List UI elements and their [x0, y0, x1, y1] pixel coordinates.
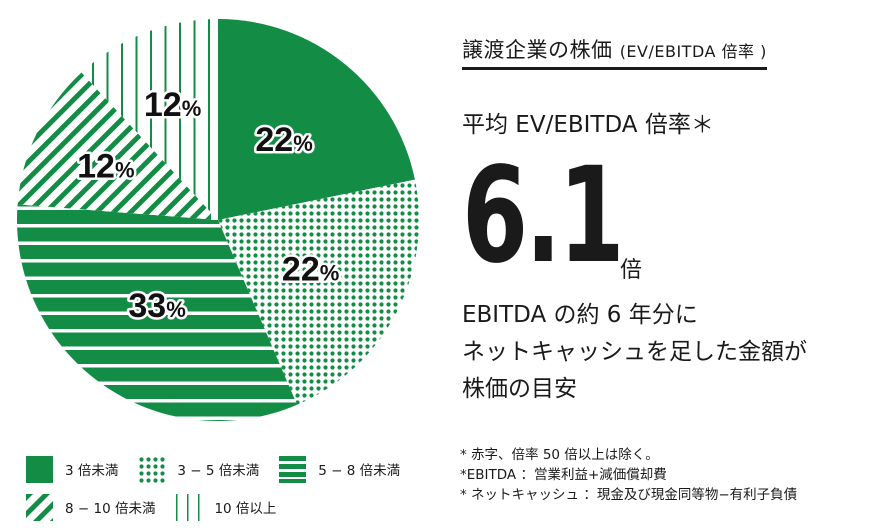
legend-swatch-solid — [26, 455, 53, 483]
chart-title: 譲渡企業の株価 (EV/EBITDA 倍率 ) — [462, 34, 767, 70]
footnote: * ネットキャッシュ ：現金及び現金同等物−有利子負債 — [460, 487, 798, 503]
legend-swatch-diagonal — [26, 493, 53, 521]
description-line: 株価の目安 — [462, 376, 577, 402]
legend-label: 5 − 8 倍未満 — [318, 463, 401, 479]
chart-title-sub: (EV/EBITDA 倍率 ) — [619, 42, 767, 61]
legend-swatch-horizontal — [279, 455, 307, 483]
description-line: ネットキャッシュを足した金額が — [462, 339, 807, 365]
legend-item: 3 − 5 倍未満 — [138, 455, 260, 483]
pie-chart: 22% 22% 33% 12% 12% — [16, 19, 419, 421]
slice-label: 12% — [77, 148, 134, 186]
legend-label: 3 倍未満 — [65, 463, 119, 479]
legend-swatch-vertical — [176, 493, 200, 521]
footnote: * 赤字、倍率 50 倍以上は除く。 — [460, 447, 659, 463]
average-label: 平均 EV/EBITDA 倍率＊ — [462, 112, 714, 138]
legend-item: 3 倍未満 — [26, 455, 119, 483]
pie-slice-diagonal — [17, 72, 218, 220]
legend-label: 10 倍以上 — [214, 501, 277, 517]
footnote: *EBITDA ：営業利益+減価償却費 — [460, 467, 667, 483]
legend-item: 8 − 10 倍未満 — [26, 493, 156, 521]
average-unit: 倍 — [620, 258, 643, 283]
legend-label: 8 − 10 倍未満 — [65, 501, 156, 517]
average-value: 6.1 — [462, 139, 625, 293]
pie-slice-horizontal — [16, 204, 298, 421]
legend-item: 10 倍以上 — [175, 493, 277, 521]
chart-title-main: 譲渡企業の株価 — [462, 38, 613, 62]
slice-label: 22% — [282, 250, 339, 288]
pie-slice-solid — [218, 19, 415, 220]
pie-slice-vertical — [81, 19, 219, 220]
legend-swatch-dots — [138, 455, 166, 483]
legend-label: 3 − 5 倍未満 — [177, 463, 260, 479]
pie-slice-dots — [218, 179, 419, 405]
description: EBITDA の約 6 年分に ネットキャッシュを足した金額が 株価の目安 — [462, 297, 807, 408]
slice-label: 12% — [144, 86, 201, 124]
legend-item: 5 − 8 倍未満 — [279, 455, 401, 483]
description-line: EBITDA の約 6 年分に — [462, 302, 698, 328]
slice-label: 22% — [255, 121, 312, 159]
slice-label: 33% — [128, 287, 185, 325]
footnotes: * 赤字、倍率 50 倍以上は除く。 *EBITDA ：営業利益+減価償却費 *… — [460, 445, 797, 505]
legend: 3 倍未満 3 − 5 倍未満 5 − 8 倍未満 8 − 10 倍未満 10 … — [26, 455, 420, 531]
